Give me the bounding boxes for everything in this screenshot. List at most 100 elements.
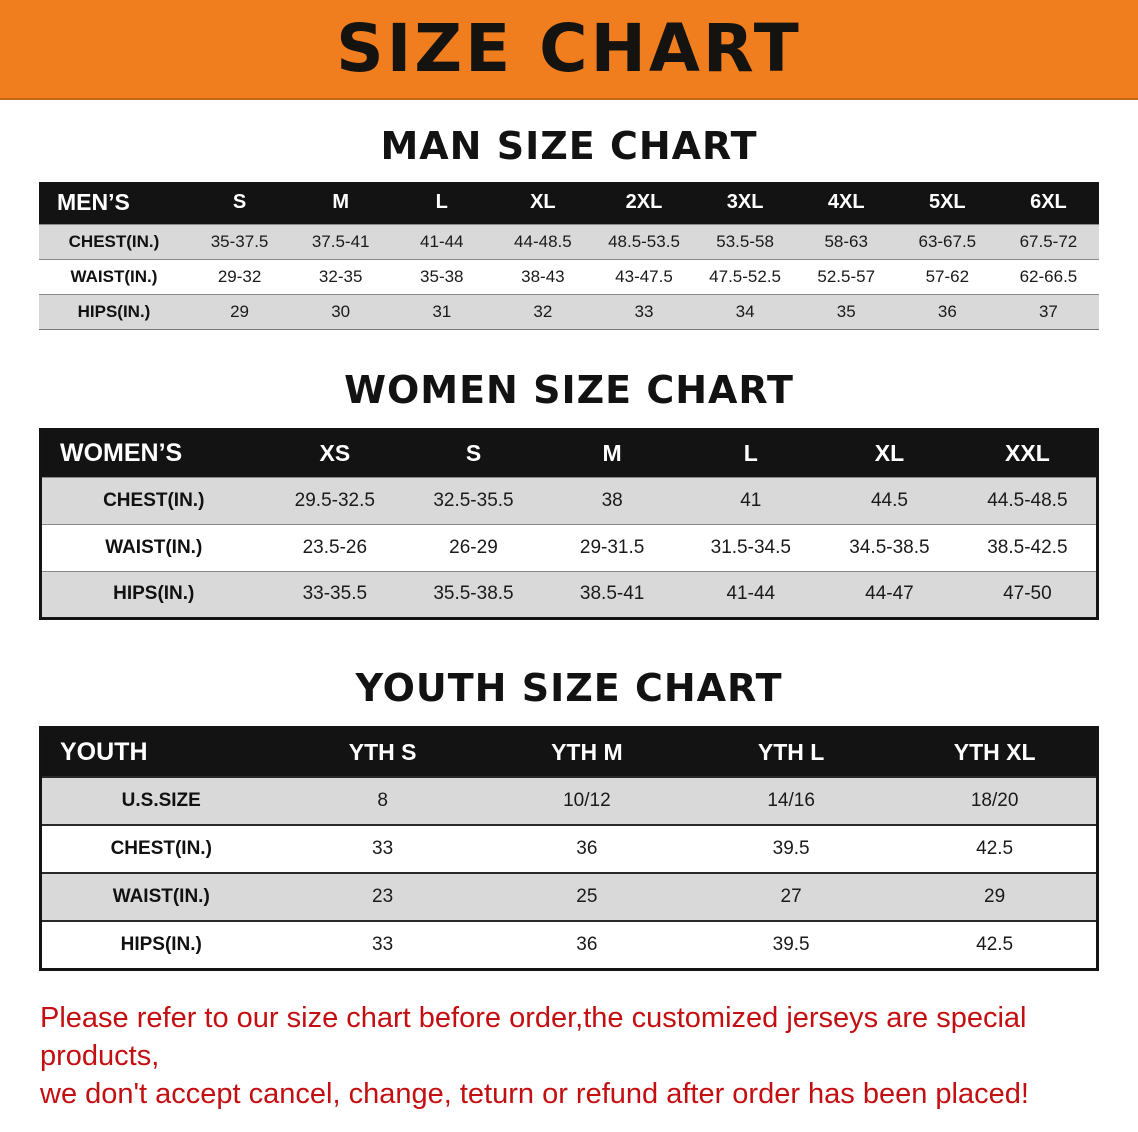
size-column-header: YTH S [280,727,485,777]
size-value-cell: 32-35 [290,258,392,294]
size-column-header: M [290,182,392,224]
size-value-cell: 31 [391,293,493,329]
size-column-header: XXL [958,429,1098,477]
table-row: HIPS(IN.) 33-35.5 35.5-38.5 38.5-41 41-44 44-… [40,570,1098,618]
youth-section-heading: YOUTH SIZE CHART [355,665,783,710]
size-column-header: 6XL [997,182,1099,224]
size-value-cell: 25 [484,872,689,921]
table-row: U.S.SIZE 8 10/12 14/16 18/20 [40,776,1098,825]
size-value-cell: 38 [542,476,682,524]
size-value-cell: 53.5-58 [694,223,796,259]
size-value-cell: 44-47 [820,570,959,618]
table-header-row: WOMEN’S XS S M L XL XXL [40,429,1098,477]
women-size-section: WOMEN SIZE CHART WOMEN’S XS S M L XL XXL CHEST(… [0,368,1138,620]
table-row: HIPS(IN.) 29 30 31 32 33 34 35 36 37 [39,293,1099,329]
size-value-cell: 58-63 [795,223,897,259]
size-value-cell: 48.5-53.5 [593,223,695,259]
size-value-cell: 23 [280,872,485,921]
table-row: CHEST(IN.) 29.5-32.5 32.5-35.5 38 41 44.5 44.5… [40,476,1098,524]
size-column-header: M [542,429,682,477]
table-row: HIPS(IN.) 33 36 39.5 42.5 [40,920,1098,969]
men-section-heading: MAN SIZE CHART [380,124,758,168]
footer-note: Please refer to our size chart before or… [40,999,1098,1113]
size-value-cell: 26-29 [404,523,543,571]
table-header-row: MEN’S S M L XL 2XL 3XL 4XL 5XL 6XL [39,182,1099,224]
size-column-header: 2XL [593,182,695,224]
size-value-cell: 37.5-41 [290,223,392,259]
size-column-header: XL [492,182,594,224]
table-row: WAIST(IN.) 23 25 27 29 [40,872,1098,921]
size-value-cell: 44-48.5 [492,223,594,259]
size-value-cell: 67.5-72 [997,223,1099,259]
row-label: CHEST(IN.) [39,223,189,259]
size-value-cell: 29 [893,872,1098,921]
size-value-cell: 18/20 [893,776,1098,825]
size-column-header: YTH M [484,727,689,777]
table-row: WAIST(IN.) 29-32 32-35 35-38 38-43 43-47.5 47.… [39,258,1099,294]
banner: SIZE CHART [0,0,1138,100]
size-value-cell: 42.5 [893,920,1098,969]
size-value-cell: 34 [694,293,796,329]
size-value-cell: 35-37.5 [189,223,291,259]
size-column-header: YTH XL [893,727,1098,777]
size-value-cell: 41-44 [681,570,821,618]
footer-line-2: we don't accept cancel, change, teturn o… [40,1077,1029,1110]
size-column-header: L [681,429,821,477]
size-value-cell: 38-43 [492,258,594,294]
size-value-cell: 10/12 [484,776,689,825]
size-value-cell: 41 [681,476,821,524]
size-value-cell: 36 [484,920,689,969]
size-column-header: 3XL [694,182,796,224]
size-value-cell: 8 [280,776,485,825]
row-label: WAIST(IN.) [40,523,266,571]
footer-line-1: Please refer to our size chart before or… [40,1001,1027,1072]
youth-size-section: YOUTH SIZE CHART YOUTH YTH S YTH M YTH L YTH… [0,666,1138,971]
row-label: HIPS(IN.) [40,920,281,969]
row-label: CHEST(IN.) [40,824,281,873]
size-column-header: S [404,429,543,477]
men-size-table: MEN’S S M L XL 2XL 3XL 4XL 5XL 6XL CHEST(IN.) 35-37… [39,182,1099,330]
size-value-cell: 35.5-38.5 [404,570,543,618]
size-value-cell: 29.5-32.5 [265,476,405,524]
size-value-cell: 32 [492,293,594,329]
size-column-header: 4XL [795,182,897,224]
size-column-header: XS [265,429,405,477]
size-column-header: S [189,182,291,224]
size-value-cell: 33 [593,293,695,329]
size-value-cell: 52.5-57 [795,258,897,294]
size-value-cell: 62-66.5 [997,258,1099,294]
size-value-cell: 47.5-52.5 [694,258,796,294]
table-corner-label: WOMEN’S [40,429,266,477]
size-value-cell: 57-62 [896,258,998,294]
size-value-cell: 34.5-38.5 [820,523,959,571]
row-label: HIPS(IN.) [39,293,189,329]
size-value-cell: 29-32 [189,258,291,294]
size-value-cell: 38.5-42.5 [958,523,1098,571]
size-value-cell: 35-38 [391,258,493,294]
size-value-cell: 30 [290,293,392,329]
row-label: WAIST(IN.) [40,872,281,921]
size-value-cell: 27 [689,872,894,921]
size-value-cell: 39.5 [689,920,894,969]
size-value-cell: 33 [280,824,485,873]
women-size-table: WOMEN’S XS S M L XL XXL CHEST(IN.) 29.5-32.5 32.5… [39,427,1099,620]
size-value-cell: 32.5-35.5 [404,476,543,524]
table-row: CHEST(IN.) 35-37.5 37.5-41 41-44 44-48.5 48.5… [39,223,1099,259]
table-header-row: YOUTH YTH S YTH M YTH L YTH XL [40,727,1098,777]
size-value-cell: 44.5-48.5 [958,476,1098,524]
youth-size-table: YOUTH YTH S YTH M YTH L YTH XL U.S.SIZE 8 10/12… [39,725,1099,971]
size-value-cell: 36 [896,293,998,329]
size-value-cell: 39.5 [689,824,894,873]
size-value-cell: 33-35.5 [265,570,405,618]
table-corner-label: MEN’S [39,182,189,224]
size-column-header: 5XL [896,182,998,224]
size-value-cell: 36 [484,824,689,873]
table-corner-label: YOUTH [40,727,281,777]
row-label: CHEST(IN.) [40,476,266,524]
men-size-section: MAN SIZE CHART MEN’S S M L XL 2XL 3XL 4XL 5XL 6XL… [0,124,1138,330]
size-value-cell: 31.5-34.5 [681,523,821,571]
table-row: CHEST(IN.) 33 36 39.5 42.5 [40,824,1098,873]
size-column-header: XL [820,429,959,477]
row-label: WAIST(IN.) [39,258,189,294]
